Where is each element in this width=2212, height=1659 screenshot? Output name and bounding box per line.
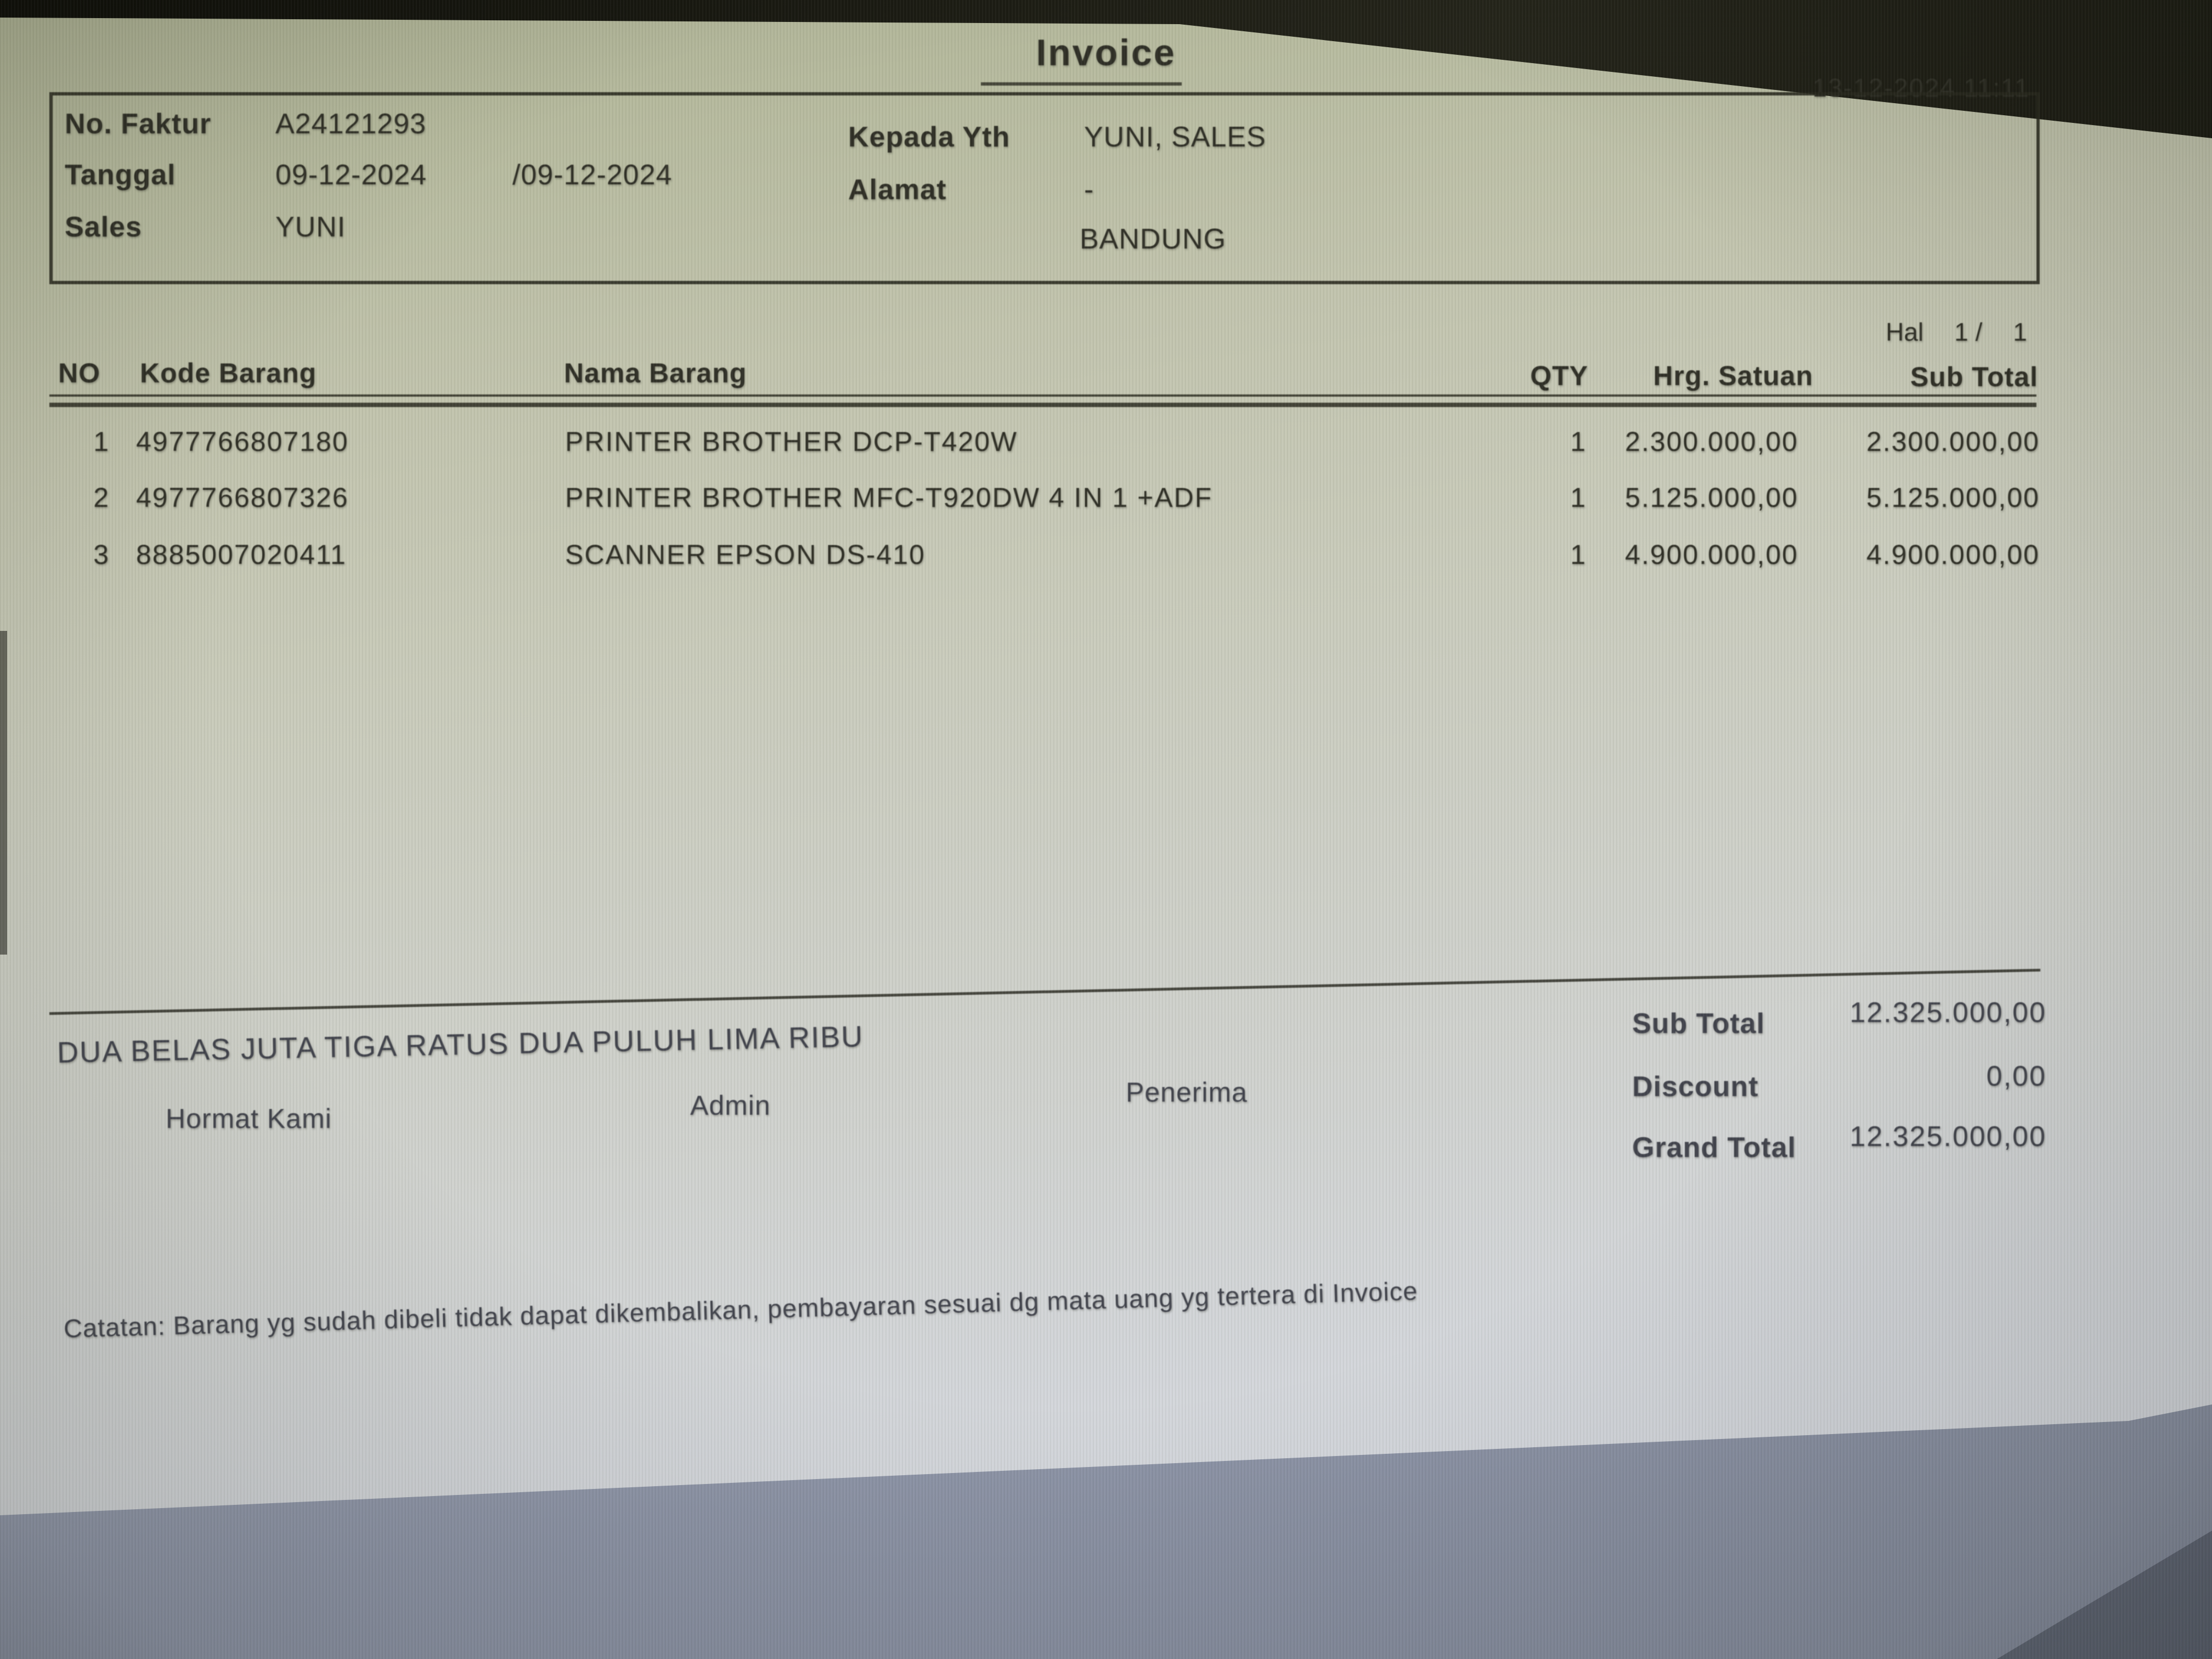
row-code: 8885007020411 [136,539,347,570]
screen-edge-shadow [0,631,7,955]
row-subtotal: 2.300.000,00 [1866,426,2040,457]
row-qty: 1 [1570,426,1587,457]
field-value-kepada-yth: YUNI, SALES [1084,121,1266,153]
field-value-no-faktur: A24121293 [275,108,427,140]
field-value-sales: YUNI [275,211,346,243]
page-title: Invoice [1036,32,1176,74]
grand-total-label: Grand Total [1632,1132,1796,1164]
col-header-qty: QTY [1530,360,1588,391]
row-name: PRINTER BROTHER DCP-T420W [565,426,1018,457]
print-timestamp: 13-12-2024 11:11 [1812,73,2030,102]
row-qty: 1 [1570,539,1587,570]
field-label-sales: Sales [65,211,142,243]
col-header-sub-total: Sub Total [1910,362,2038,392]
col-header-hrg-satuan: Hrg. Satuan [1653,360,1813,391]
row-name: SCANNER EPSON DS-410 [565,539,926,570]
page-counter-label: Hal [1886,318,1924,346]
field-value-alamat: - [1084,174,1094,206]
table-header-rule-thin [49,394,2036,397]
row-subtotal: 5.125.000,00 [1866,482,2040,513]
footer-note: Catatan: Barang yg sudah dibeli tidak da… [63,1276,1419,1343]
field-label-alamat: Alamat [848,174,947,206]
row-unit-price: 2.300.000,00 [1625,426,1798,457]
table-header-rule-thick [49,403,2036,407]
page-counter-total: 1 [2013,318,2027,346]
field-label-tanggal: Tanggal [65,159,176,191]
row-code: 4977766807326 [136,482,349,513]
col-header-no: NO [58,358,100,388]
discount-value: 0,00 [1986,1060,2046,1092]
title-underline [981,82,1182,86]
sub-total-value: 12.325.000,00 [1849,997,2046,1029]
row-subtotal: 4.900.000,00 [1866,539,2040,570]
row-unit-price: 5.125.000,00 [1625,482,1798,513]
page-counter-current: 1 / [1954,318,1983,346]
field-value-tanggal-2: /09-12-2024 [512,159,673,191]
col-header-kode-barang: Kode Barang [140,358,317,388]
row-no: 2 [93,482,110,513]
grand-total-value: 12.325.000,00 [1849,1121,2046,1153]
signature-hormat-kami: Hormat Kami [166,1103,332,1134]
discount-label: Discount [1632,1071,1759,1103]
row-code: 4977766807180 [136,426,349,457]
field-value-tanggal: 09-12-2024 [275,159,427,191]
amount-in-words: DUA BELAS JUTA TIGA RATUS DUA PULUH LIMA… [57,1020,864,1069]
row-no: 1 [93,426,110,457]
signature-admin: Admin [690,1090,771,1121]
row-no: 3 [93,539,110,570]
field-label-no-faktur: No. Faktur [65,108,212,140]
row-name: PRINTER BROTHER MFC-T920DW 4 IN 1 +ADF [565,482,1213,513]
sub-total-label: Sub Total [1632,1008,1765,1040]
signature-penerima: Penerima [1126,1077,1248,1108]
col-header-nama-barang: Nama Barang [564,358,747,388]
row-unit-price: 4.900.000,00 [1625,539,1798,570]
invoice-header-box: No. Faktur A24121293 Tanggal 09-12-2024 … [49,92,2040,284]
field-value-city: BANDUNG [1080,223,1227,255]
row-qty: 1 [1570,482,1587,513]
field-label-kepada-yth: Kepada Yth [848,121,1011,153]
page-counter: Hal 1 / 1 [1481,319,2027,345]
